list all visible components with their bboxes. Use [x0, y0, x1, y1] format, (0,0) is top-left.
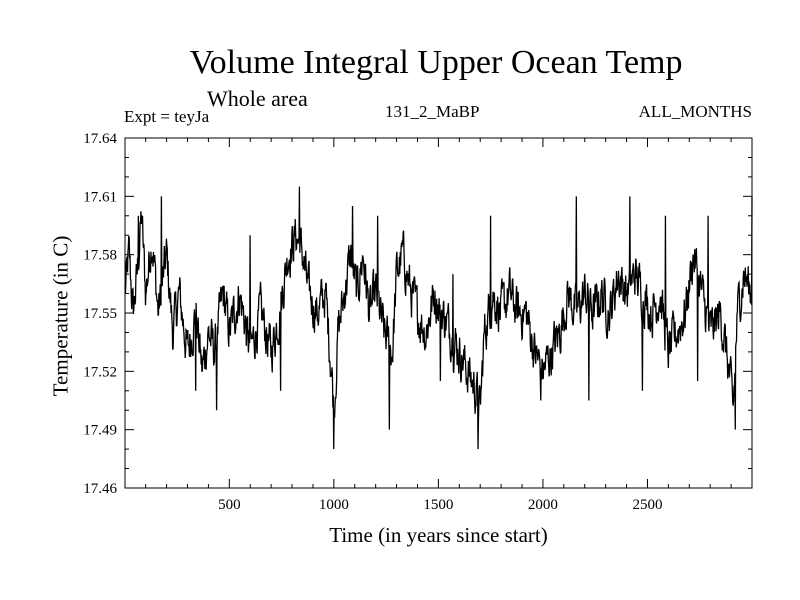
y-tick-label: 17.52	[83, 364, 117, 380]
chart-title: Volume Integral Upper Ocean Temp	[189, 44, 683, 81]
x-axis-title: Time (in years since start)	[329, 523, 548, 547]
x-tick-label: 500	[218, 497, 241, 513]
axes: 500 1000 1500 2000 2500 17.46 17.49 17.52 17.55 1…	[83, 131, 752, 513]
months-label: ALL_MONTHS	[638, 102, 752, 121]
x-tick-label: 1000	[319, 497, 349, 513]
plot-frame	[124, 137, 753, 489]
x-tick-label: 1500	[423, 497, 453, 513]
x-tick-label: 2000	[528, 497, 558, 513]
x-tick-label: 2500	[632, 497, 662, 513]
y-tick-label: 17.61	[83, 189, 117, 205]
y-tick-label: 17.46	[83, 481, 117, 497]
y-tick-label: 17.64	[83, 131, 117, 147]
y-tick-label: 17.58	[83, 248, 117, 264]
run-label: 131_2_MaBP	[385, 102, 480, 121]
y-tick-label: 17.49	[83, 423, 117, 439]
temperature-series-line	[124, 186, 753, 450]
experiment-label: Expt = teyJa	[124, 107, 210, 126]
chart-subtitle: Whole area	[207, 86, 308, 111]
y-tick-label: 17.55	[83, 306, 117, 322]
